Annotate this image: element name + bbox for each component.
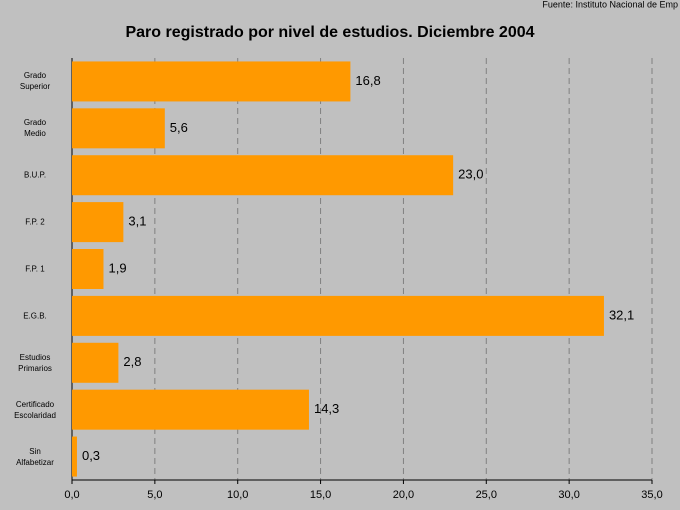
bar <box>72 436 77 477</box>
value-label: 2,8 <box>123 354 141 369</box>
y-tick-label: Grado Superior <box>19 71 51 92</box>
x-tick-label: 35,0 <box>641 489 662 501</box>
y-tick-label: Grado Medio <box>23 118 47 139</box>
value-label: 32,1 <box>609 307 634 322</box>
value-label: 3,1 <box>128 214 146 229</box>
chart-title: Paro registrado por nivel de estudios. D… <box>125 24 534 41</box>
bar <box>72 295 604 336</box>
bar <box>72 249 104 289</box>
value-label: 1,9 <box>108 260 126 275</box>
bar <box>72 342 119 383</box>
y-tick-label: F.P. 1 <box>25 264 45 274</box>
y-tick-label: F.P. 2 <box>25 217 45 227</box>
bar <box>72 155 454 196</box>
value-label: 16,8 <box>355 73 380 88</box>
x-tick-label: 20,0 <box>393 489 414 501</box>
x-tick-label: 0,0 <box>64 489 79 501</box>
source: Fuente: Instituto Nacional de Emp <box>542 0 678 9</box>
x-tick-label: 30,0 <box>558 489 579 501</box>
y-tick-label: Estudios Primarios <box>18 352 52 373</box>
value-label: 14,3 <box>314 401 339 416</box>
x-tick-label: 10,0 <box>227 489 248 501</box>
value-label: 0,3 <box>82 448 100 463</box>
bar <box>72 61 351 102</box>
value-label: 23,0 <box>458 167 483 182</box>
bar <box>72 202 124 243</box>
x-tick-label: 25,0 <box>476 489 497 501</box>
y-tick-label: Certificado Escolaridad <box>14 399 56 420</box>
bar <box>72 108 165 149</box>
y-tick-label: Sin Alfabetizar <box>16 446 54 467</box>
value-label: 5,6 <box>170 120 188 135</box>
x-tick-label: 15,0 <box>310 489 331 501</box>
x-tick-label: 5,0 <box>147 489 162 501</box>
y-tick-label: E.G.B. <box>23 311 47 321</box>
bar <box>72 389 309 430</box>
y-tick-label: B.U.P. <box>23 170 47 180</box>
